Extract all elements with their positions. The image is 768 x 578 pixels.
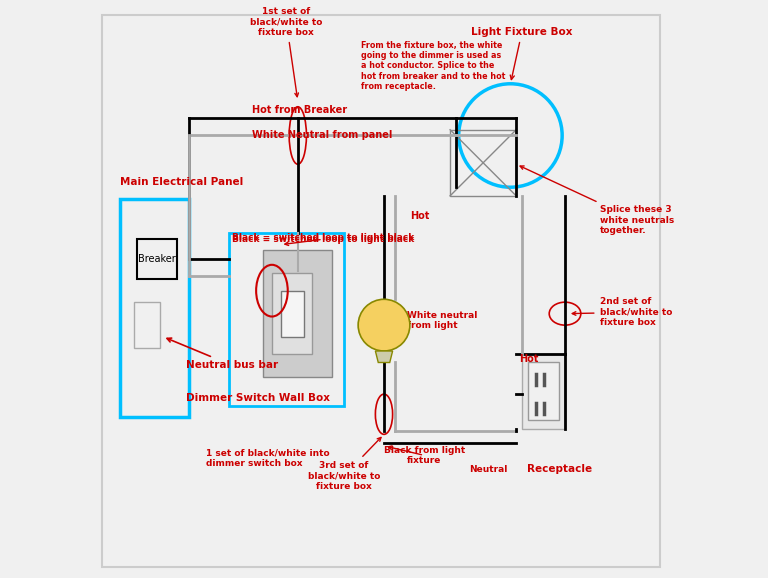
FancyBboxPatch shape	[528, 362, 559, 420]
Text: Hot: Hot	[519, 354, 538, 365]
Text: Hot from Breaker: Hot from Breaker	[252, 105, 347, 114]
Polygon shape	[376, 351, 392, 362]
Text: White neutral
from light: White neutral from light	[407, 310, 478, 330]
Text: Black = switched loop to light black: Black = switched loop to light black	[232, 233, 414, 242]
Text: 3rd set of
black/white to
fixture box: 3rd set of black/white to fixture box	[308, 438, 381, 491]
Text: 1st set of
black/white to
fixture box: 1st set of black/white to fixture box	[250, 7, 323, 97]
FancyBboxPatch shape	[272, 273, 312, 354]
Text: 1 set of black/white into
dimmer switch box: 1 set of black/white into dimmer switch …	[206, 449, 329, 468]
Text: Main Electrical Panel: Main Electrical Panel	[120, 177, 243, 187]
Text: Neutral: Neutral	[469, 465, 508, 474]
Text: Hot: Hot	[410, 211, 429, 221]
Text: Light Fixture Box: Light Fixture Box	[472, 27, 573, 80]
Text: Black = switched loop to light black: Black = switched loop to light black	[232, 235, 414, 246]
Text: Receptacle: Receptacle	[527, 464, 591, 474]
FancyBboxPatch shape	[280, 291, 303, 336]
Text: Black from light
fixture: Black from light fixture	[383, 446, 465, 465]
Text: Splice these 3
white neutrals
together.: Splice these 3 white neutrals together.	[520, 166, 674, 235]
FancyBboxPatch shape	[522, 354, 565, 428]
Text: 2nd set of
black/white to
fixture box: 2nd set of black/white to fixture box	[572, 297, 672, 327]
Text: From the fixture box, the white
going to the dimmer is used as
a hot conductor. : From the fixture box, the white going to…	[361, 40, 505, 91]
Text: Dimmer Switch Wall Box: Dimmer Switch Wall Box	[186, 392, 329, 403]
Circle shape	[358, 299, 410, 351]
Text: Breaker: Breaker	[138, 254, 176, 264]
Text: Neutral bus bar: Neutral bus bar	[167, 338, 278, 370]
FancyBboxPatch shape	[263, 250, 333, 377]
Text: White Neutral from panel: White Neutral from panel	[252, 131, 392, 140]
